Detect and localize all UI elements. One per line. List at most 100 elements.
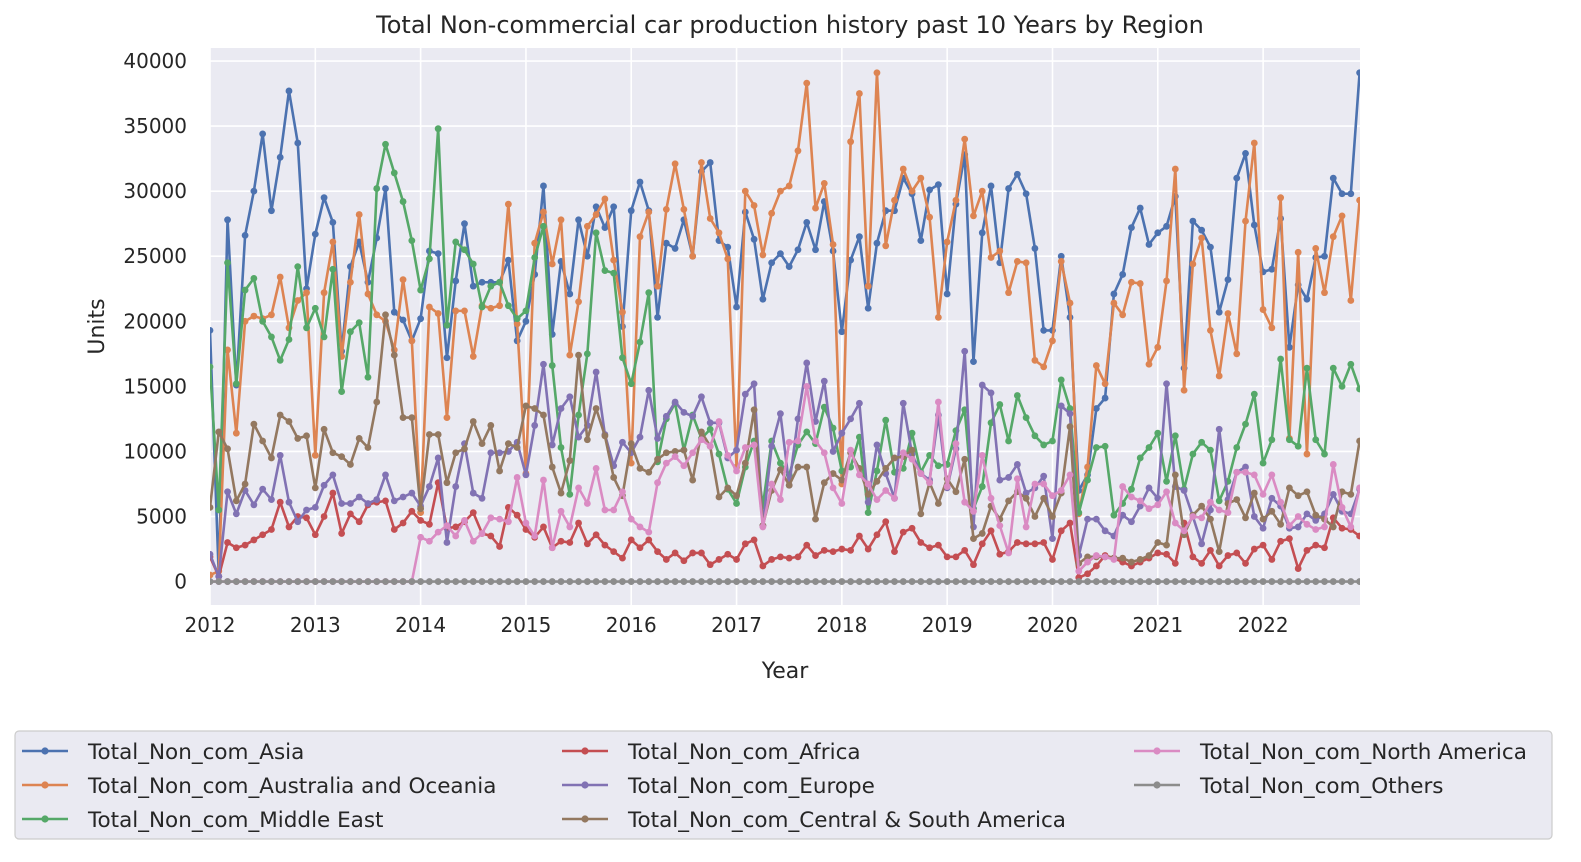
data-point xyxy=(1119,511,1127,519)
data-point xyxy=(1312,511,1320,519)
data-point xyxy=(224,578,231,585)
data-point xyxy=(583,578,591,585)
data-point xyxy=(210,550,214,558)
data-point xyxy=(1040,539,1048,546)
data-point xyxy=(478,578,486,585)
data-point xyxy=(241,541,249,549)
data-point xyxy=(1092,552,1100,559)
data-point xyxy=(1040,578,1048,585)
data-point xyxy=(1057,402,1065,410)
data-point xyxy=(812,552,819,559)
data-point xyxy=(873,69,881,77)
data-point xyxy=(1145,578,1153,585)
data-point xyxy=(1136,454,1144,462)
data-point xyxy=(654,578,661,585)
data-point xyxy=(662,412,670,420)
data-point xyxy=(1233,468,1241,476)
data-point xyxy=(390,169,398,177)
data-point xyxy=(250,536,258,544)
data-point xyxy=(654,435,661,442)
data-point xyxy=(1163,550,1170,558)
data-point xyxy=(259,531,267,539)
data-point xyxy=(662,239,670,247)
data-point xyxy=(566,457,574,464)
data-point xyxy=(803,382,811,390)
data-point xyxy=(294,578,302,585)
data-point xyxy=(1084,558,1091,566)
data-point xyxy=(812,578,819,585)
data-point xyxy=(733,492,740,500)
data-point xyxy=(496,578,503,585)
data-point xyxy=(820,578,828,585)
data-point xyxy=(1084,515,1091,523)
data-point xyxy=(662,459,670,467)
data-point xyxy=(434,310,442,317)
axis-ticks: 2012 2013 2014 2015 2016 2017 2018 2019 2020 2021… xyxy=(123,49,1288,637)
data-point xyxy=(1084,570,1091,578)
data-point xyxy=(1189,450,1197,458)
data-point xyxy=(276,411,284,419)
data-point xyxy=(829,470,837,477)
data-point xyxy=(452,532,460,540)
data-point xyxy=(1049,437,1056,445)
data-point xyxy=(417,315,425,323)
data-point xyxy=(338,578,346,585)
data-point xyxy=(829,548,837,556)
data-point xyxy=(522,317,530,325)
data-point xyxy=(1250,221,1258,229)
data-point xyxy=(478,440,486,448)
data-point xyxy=(557,216,565,224)
data-point xyxy=(1207,546,1214,554)
data-point xyxy=(399,276,407,284)
data-point xyxy=(1329,364,1337,372)
data-point xyxy=(1259,490,1267,498)
data-point xyxy=(1022,523,1030,531)
x-tick-label: 2014 xyxy=(395,613,446,637)
data-point xyxy=(873,477,881,485)
y-tick-label: 5000 xyxy=(136,505,187,529)
data-point xyxy=(285,418,293,425)
data-point xyxy=(1136,204,1144,212)
data-point xyxy=(636,433,644,441)
data-point xyxy=(382,497,389,505)
data-point xyxy=(1215,497,1223,505)
data-point xyxy=(443,354,451,362)
data-point xyxy=(934,181,942,189)
data-point xyxy=(961,546,969,554)
data-point xyxy=(610,506,618,514)
legend-swatch-marker xyxy=(41,815,49,823)
data-point xyxy=(759,251,767,259)
data-point xyxy=(601,541,609,549)
data-point xyxy=(1084,578,1091,585)
data-point xyxy=(504,440,512,448)
data-point xyxy=(1303,364,1311,372)
data-point xyxy=(329,265,337,273)
data-point xyxy=(1303,488,1311,496)
data-point xyxy=(1101,394,1109,402)
data-point xyxy=(1110,556,1118,563)
data-point xyxy=(496,467,503,475)
data-point xyxy=(329,449,337,457)
legend-label: Total_Non_com_Asia xyxy=(87,740,304,765)
data-point xyxy=(1057,487,1065,494)
data-point xyxy=(1092,515,1100,523)
data-point xyxy=(390,497,398,505)
y-axis-label: Units xyxy=(85,298,110,354)
data-point xyxy=(575,411,582,419)
data-point xyxy=(285,87,293,95)
data-point xyxy=(1338,212,1346,220)
data-point xyxy=(961,135,969,143)
data-point xyxy=(1233,549,1241,557)
data-point xyxy=(803,218,811,226)
data-point xyxy=(759,578,767,585)
data-point xyxy=(1154,549,1162,557)
data-point xyxy=(1005,549,1012,557)
data-point xyxy=(1154,429,1162,437)
data-point xyxy=(943,290,951,298)
data-point xyxy=(241,286,249,294)
data-point xyxy=(610,548,618,556)
data-point xyxy=(1215,506,1223,514)
chart-title: Total Non-commercial car production hist… xyxy=(375,11,1204,39)
data-point xyxy=(443,414,451,421)
data-point xyxy=(882,487,890,494)
